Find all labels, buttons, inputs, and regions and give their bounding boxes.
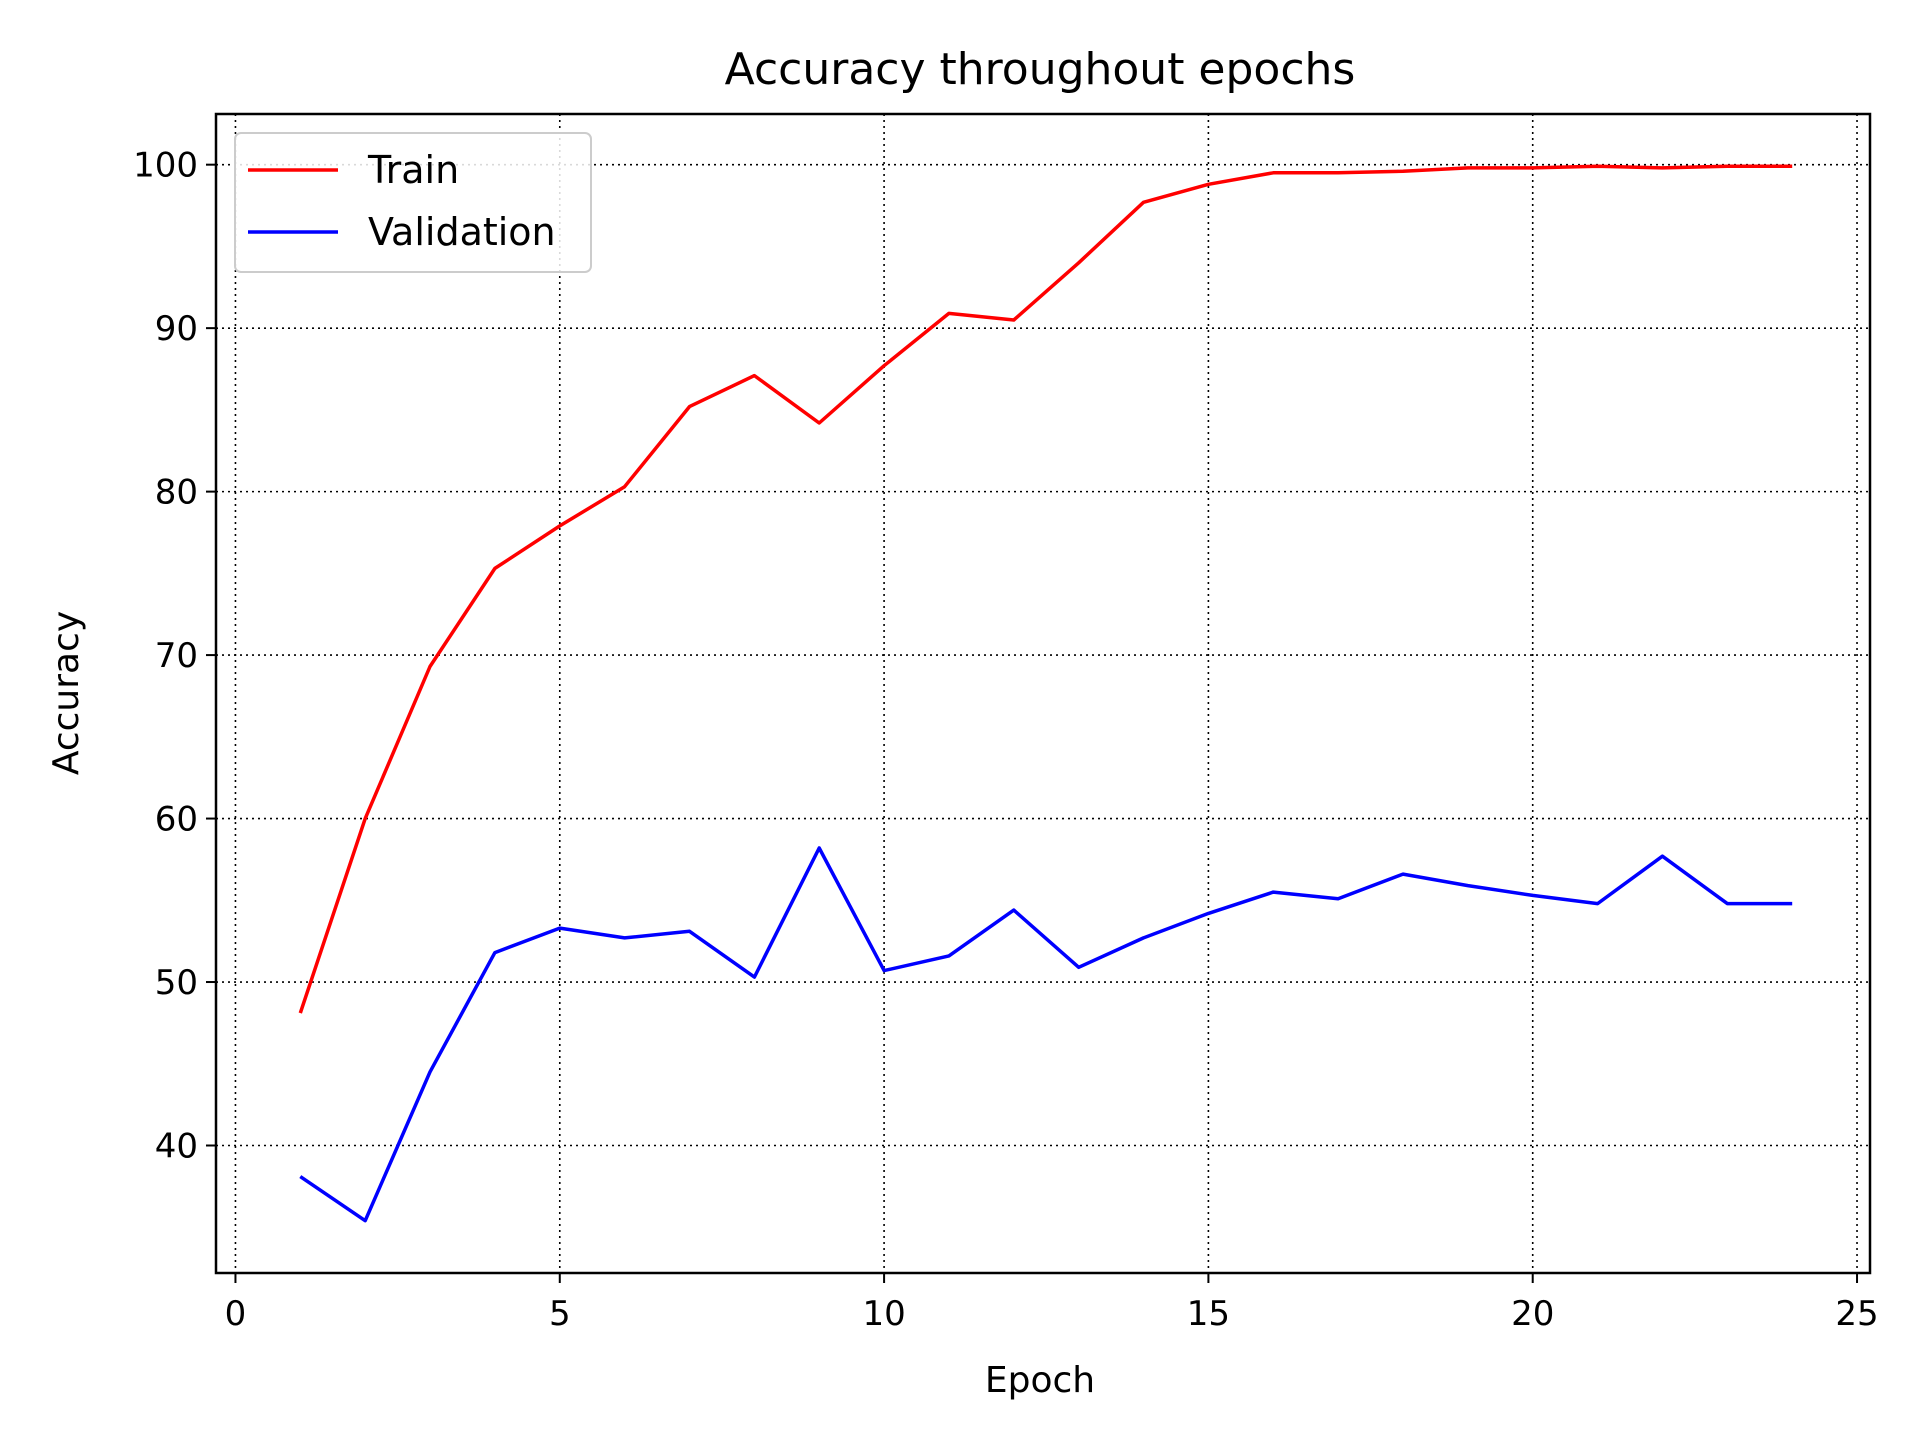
series-line-train <box>298 164 1793 1014</box>
plot-area-background <box>216 114 1870 1273</box>
y-tick-label: 100 <box>133 146 198 186</box>
y-axis-ticks: 40 50 60 70 80 90 100 <box>133 146 216 1166</box>
chart-title: Accuracy throughout epochs <box>725 44 1356 95</box>
series-line-validation <box>299 846 1793 1223</box>
legend-label-validation: Validation <box>368 210 556 254</box>
y-tick-label: 90 <box>155 309 198 349</box>
x-tick-label: 15 <box>1187 1294 1230 1334</box>
x-tick-label: 25 <box>1835 1294 1878 1334</box>
x-tick-label: 5 <box>549 1294 571 1334</box>
legend-box <box>234 132 592 273</box>
x-tick-label: 10 <box>862 1294 905 1334</box>
y-tick-label: 80 <box>155 473 198 513</box>
series-lines <box>298 164 1793 1223</box>
x-axis-ticks: 0 5 10 15 20 25 <box>225 1273 1879 1334</box>
y-tick-label: 70 <box>155 636 198 676</box>
y-tick-label: 60 <box>155 800 198 840</box>
plot-frame <box>214 112 1872 1275</box>
y-tick-label: 50 <box>155 963 198 1003</box>
x-tick-label: 0 <box>225 1294 247 1334</box>
y-tick-label: 40 <box>155 1126 198 1166</box>
grid-lines <box>216 114 1870 1273</box>
y-axis-title: Accuracy <box>46 611 87 775</box>
x-axis-title: Epoch <box>985 1360 1095 1401</box>
legend: Train Validation <box>234 132 592 273</box>
x-tick-label: 20 <box>1511 1294 1554 1334</box>
legend-label-train: Train <box>367 148 459 192</box>
